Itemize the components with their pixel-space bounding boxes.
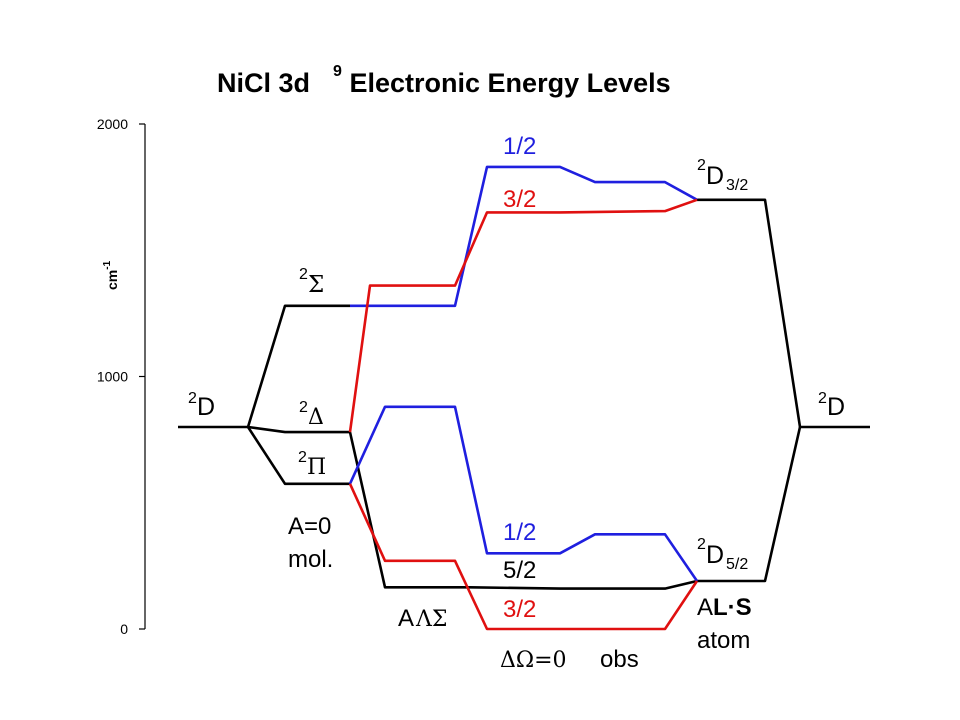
delta-omega: ΔΩ=0 [500,648,567,673]
diagram-title: NiCl 3d 9 Electronic Energy Levels [217,63,671,98]
als-symbols: ΛΣ [415,607,447,632]
label-sup: 2 [299,266,308,283]
omega-upper-three-half: 3/2 [503,186,536,213]
mol-line1: A=0 [288,513,331,540]
label-sub: 5/2 [726,556,748,573]
atom-line2: atom [697,627,750,654]
omega-lower-five-half: 5/2 [503,557,536,584]
label-sup: 2 [697,536,706,553]
axis-tick-label: 1000 [97,369,128,385]
level-line-pi-three-half-red [348,483,699,631]
axis-tick-label: 0 [120,621,128,637]
omega-lower-half: 1/2 [503,519,536,546]
title-superscript: 9 [333,63,342,80]
title-prefix: NiCl 3d [217,68,310,98]
level-lines [178,165,870,631]
level-line-pi-half-blue [348,405,699,582]
label-free-ion-right: 2 D [818,390,845,421]
level-line-pi-black [246,426,350,486]
level-line-d52-black [697,426,802,583]
label-sup: 2 [188,390,197,407]
label-sup: 2 [697,157,706,174]
title-suffix: Electronic Energy Levels [342,68,671,98]
level-line-five-half-black [348,431,698,590]
label-main: D [827,393,845,421]
omega-lower-three-half: 3/2 [503,596,536,623]
label-free-ion-left: 2 D [188,390,215,421]
energy-axis: 0 1000 2000 cm-1 [97,116,146,637]
label-delta: 2 Δ [299,399,324,430]
axis-tick-label: 2000 [97,116,128,132]
label-main: D [706,541,724,569]
obs-label: obs [600,646,639,673]
label-d52: 2 D 5/2 [697,536,748,573]
label-sup: 2 [818,390,827,407]
axis-unit: cm-1 [102,260,120,290]
level-labels: 2 D 2 Σ 2 Δ 2 Π 2 D 3/2 2 D 5/2 2 D [188,157,845,573]
label-sub: 3/2 [726,177,748,194]
omega-upper-half: 1/2 [503,133,536,160]
atom-line1: AL·S [697,594,752,621]
delta-symbol: Δ [308,405,324,430]
level-line-sigma-black [246,304,350,428]
level-line-d32-black [697,198,870,429]
label-pi: 2 Π [298,449,326,480]
omega-labels: 1/2 3/2 1/2 5/2 3/2 [503,133,536,623]
mol-line2: mol. [288,546,333,573]
pi-symbol: Π [307,455,326,480]
sigma-symbol: Σ [308,272,324,298]
als-annotation: A ΛΣ [398,605,447,632]
label-d32: 2 D 3/2 [697,157,748,194]
level-line-sigma-half-blue [350,165,698,308]
label-main: D [706,162,724,190]
label-sup: 2 [298,449,307,466]
label-main: D [197,393,215,421]
level-line-delta-black [247,425,350,434]
annotations: A=0 mol. A ΛΣ ΔΩ=0 obs AL·S atom [288,513,752,673]
als-prefix: A [398,605,414,632]
label-sigma: 2 Σ [299,266,324,298]
axis-ticks: 0 1000 2000 [97,116,145,637]
level-line-sigma-three-half-red [348,198,698,433]
label-sup: 2 [299,399,308,416]
